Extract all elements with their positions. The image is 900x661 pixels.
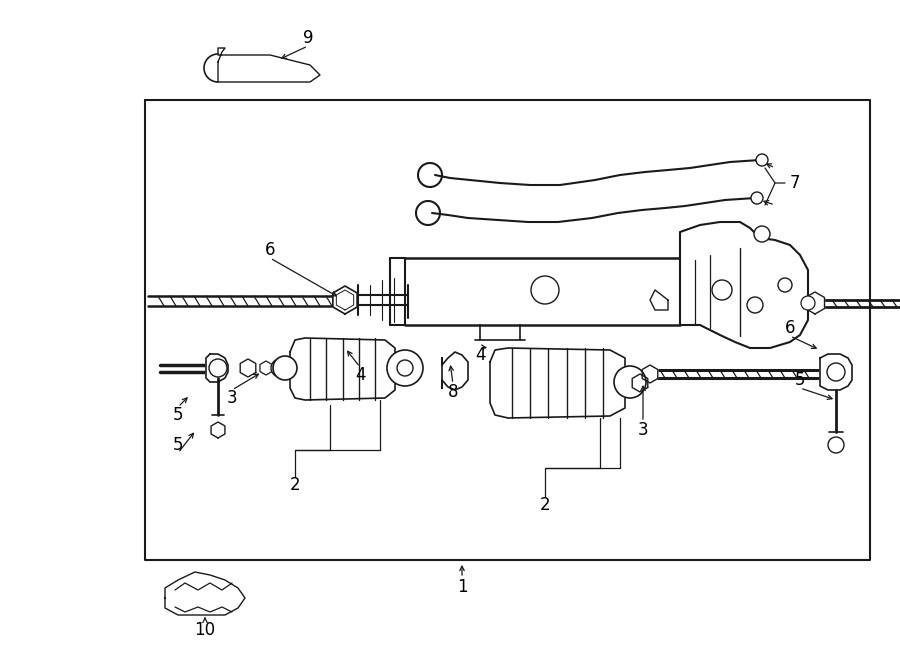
Circle shape: [271, 359, 289, 377]
Text: 4: 4: [355, 366, 365, 384]
Circle shape: [273, 356, 297, 380]
Text: 5: 5: [795, 371, 806, 389]
Circle shape: [778, 278, 792, 292]
Polygon shape: [643, 365, 658, 383]
Text: 3: 3: [638, 421, 648, 439]
Text: 1: 1: [456, 578, 467, 596]
Text: 5: 5: [173, 406, 184, 424]
Polygon shape: [333, 286, 357, 314]
Polygon shape: [680, 222, 808, 348]
Polygon shape: [206, 354, 228, 382]
Circle shape: [209, 359, 227, 377]
Polygon shape: [490, 348, 625, 418]
Circle shape: [756, 154, 768, 166]
Circle shape: [754, 226, 770, 242]
Circle shape: [397, 360, 413, 376]
Text: 7: 7: [790, 174, 800, 192]
Polygon shape: [650, 290, 668, 310]
Circle shape: [531, 276, 559, 304]
Text: 2: 2: [540, 496, 550, 514]
Circle shape: [614, 366, 646, 398]
Text: 9: 9: [302, 29, 313, 47]
Text: 5: 5: [173, 436, 184, 454]
Polygon shape: [820, 354, 852, 390]
Polygon shape: [240, 359, 256, 377]
Text: 10: 10: [194, 621, 216, 639]
Polygon shape: [632, 374, 648, 392]
Polygon shape: [806, 292, 824, 314]
Polygon shape: [290, 338, 395, 400]
Text: 2: 2: [290, 476, 301, 494]
Text: 6: 6: [785, 319, 796, 337]
Circle shape: [387, 350, 423, 386]
Circle shape: [747, 297, 763, 313]
Circle shape: [827, 363, 845, 381]
Polygon shape: [165, 572, 245, 615]
Polygon shape: [260, 361, 272, 375]
Polygon shape: [212, 422, 225, 438]
Text: 4: 4: [475, 346, 485, 364]
Text: 6: 6: [265, 241, 275, 259]
Circle shape: [828, 437, 844, 453]
Circle shape: [751, 192, 763, 204]
Polygon shape: [442, 352, 468, 390]
Text: 3: 3: [227, 389, 238, 407]
Polygon shape: [218, 48, 320, 82]
Circle shape: [801, 296, 815, 310]
Text: 8: 8: [448, 383, 458, 401]
Circle shape: [712, 280, 732, 300]
